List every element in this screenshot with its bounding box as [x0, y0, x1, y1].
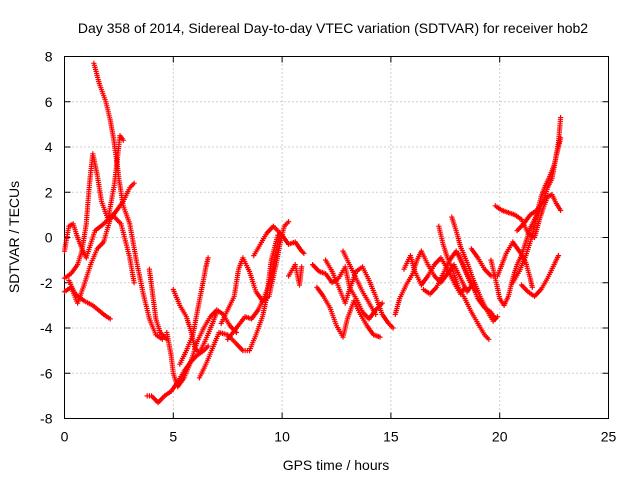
- y-tick-label: -8: [40, 411, 53, 427]
- x-axis-label: GPS time / hours: [283, 457, 390, 473]
- series-arc-30: [514, 115, 564, 234]
- plus-markers: [66, 277, 113, 322]
- y-tick-label: 8: [45, 49, 53, 65]
- series-arc-23: [436, 223, 492, 342]
- series-arc-11: [196, 232, 281, 381]
- series-arc-28: [492, 191, 564, 241]
- plus-markers: [61, 212, 137, 286]
- plus-markers: [340, 248, 379, 317]
- series-arc-18: [323, 257, 396, 331]
- x-axis-ticks: 0 5 10 15 20 25: [61, 56, 617, 445]
- plus-markers: [286, 262, 305, 288]
- plus-markers: [401, 253, 468, 297]
- series-arc-13: [225, 230, 283, 342]
- series-arc-15: [286, 262, 305, 288]
- y-tick-label: 6: [45, 94, 53, 110]
- plus-markers: [177, 255, 211, 367]
- series-arc-14: [251, 223, 307, 259]
- plus-markers: [314, 284, 383, 340]
- series-arc-3: [61, 212, 137, 286]
- plus-markers: [455, 250, 498, 322]
- series-arc-31: [518, 253, 562, 299]
- series-arc-19: [340, 248, 379, 317]
- series-arc-1: [91, 60, 165, 342]
- series-arc-17: [314, 284, 383, 340]
- series-arc-21: [401, 253, 468, 297]
- plus-markers: [218, 219, 292, 327]
- plus-markers: [323, 257, 396, 331]
- plus-markers: [61, 133, 126, 281]
- y-axis-ticks: -8 -6 -4 -2 0 2 4 6 8: [40, 49, 609, 427]
- plus-markers: [225, 230, 283, 342]
- data-series: [61, 60, 564, 406]
- plus-markers: [436, 223, 492, 342]
- series-arc-2: [61, 133, 126, 281]
- x-tick-label: 20: [492, 429, 508, 445]
- x-tick-label: 0: [61, 429, 69, 445]
- plus-markers: [91, 60, 165, 342]
- x-tick-label: 15: [383, 429, 399, 445]
- series-arc-12: [218, 219, 292, 327]
- y-tick-label: -6: [40, 365, 53, 381]
- series-arc-6: [146, 266, 170, 342]
- y-tick-label: 0: [45, 230, 53, 246]
- chart-title: Day 358 of 2014, Sidereal Day-to-day VTE…: [78, 20, 588, 36]
- plus-markers: [251, 223, 307, 259]
- y-tick-label: -2: [40, 275, 53, 291]
- plus-markers: [196, 232, 281, 381]
- plot-frame: [64, 56, 609, 419]
- x-tick-label: 25: [601, 429, 617, 445]
- series-arc-10: [177, 255, 211, 367]
- plus-markers: [146, 266, 170, 342]
- x-tick-label: 5: [169, 429, 177, 445]
- plus-markers: [514, 115, 564, 234]
- y-tick-label: 4: [45, 139, 53, 155]
- plus-markers: [492, 191, 564, 241]
- x-tick-label: 10: [274, 429, 290, 445]
- y-axis-label: SDTVAR / TECUs: [6, 181, 22, 293]
- y-tick-label: -4: [40, 320, 53, 336]
- plus-markers: [518, 253, 562, 299]
- series-arc-5: [66, 277, 113, 322]
- series-arc-25: [455, 250, 498, 322]
- y-tick-label: 2: [45, 184, 53, 200]
